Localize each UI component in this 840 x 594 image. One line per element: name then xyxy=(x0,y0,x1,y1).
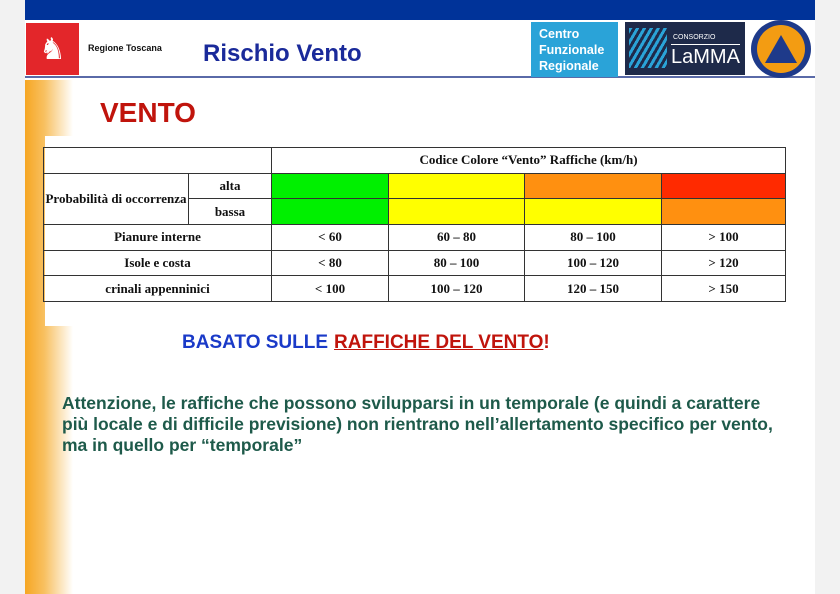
cell: < 100 xyxy=(271,275,389,303)
cell: > 100 xyxy=(661,224,786,251)
color-cell xyxy=(524,198,662,226)
table-header: Codice Colore “Vento” Raffiche (km/h) xyxy=(271,147,786,174)
prob-label: Probabilità di occorrenza xyxy=(43,172,189,226)
color-cell xyxy=(661,198,786,226)
lamma-stripes-icon xyxy=(629,28,667,68)
regione-toscana-logo: ♞ xyxy=(26,23,79,75)
table-header-row: Codice Colore “Vento” Raffiche (km/h) xyxy=(43,147,786,174)
table-row: Isole e costa < 80 80 – 100 100 – 120 > 120 xyxy=(43,249,786,277)
cell: < 60 xyxy=(271,224,389,251)
basis-blue: BASATO SULLE xyxy=(182,332,329,353)
cfr-line: Centro xyxy=(539,27,580,41)
color-cell xyxy=(271,198,389,226)
alta-label: alta xyxy=(188,172,272,200)
table-row: crinali appenninici < 100 100 – 120 120 – 1… xyxy=(43,275,786,303)
basis-red: RAFFICHE DEL VENTO xyxy=(334,332,544,353)
color-cell xyxy=(661,172,786,200)
section-title: VENTO xyxy=(100,97,196,128)
cell: 120 – 150 xyxy=(524,275,662,303)
cfr-logo: Centro Funzionale Regionale xyxy=(531,22,618,77)
cell: 100 – 120 xyxy=(388,275,525,303)
cell: 100 – 120 xyxy=(524,249,662,277)
page-title: Rischio Vento xyxy=(203,40,362,67)
row-label: Isole e costa xyxy=(43,249,272,277)
org-label: Regione Toscana xyxy=(88,43,162,53)
header: ♞ Regione Toscana Rischio Vento Centro F… xyxy=(25,20,815,78)
color-cell xyxy=(388,198,525,226)
warning-note: Attenzione, le raffiche che possono svil… xyxy=(62,393,773,455)
bassa-label: bassa xyxy=(188,198,272,226)
color-cell xyxy=(524,172,662,200)
top-bar xyxy=(25,0,815,20)
cell: 80 – 100 xyxy=(524,224,662,251)
lamma-logo: CONSORZIO LaMMA xyxy=(625,22,745,75)
row-label: crinali appenninici xyxy=(43,275,272,303)
cell: < 80 xyxy=(271,249,389,277)
basis-statement: BASATO SULLE RAFFICHE DEL VENTO! xyxy=(182,332,550,354)
lamma-small-text: CONSORZIO xyxy=(673,34,716,41)
cell: 60 – 80 xyxy=(388,224,525,251)
cell: > 120 xyxy=(661,249,786,277)
cell: > 150 xyxy=(661,275,786,303)
cfr-line: Funzionale xyxy=(539,43,605,57)
cell: 80 – 100 xyxy=(388,249,525,277)
protezione-civile-logo xyxy=(751,20,811,78)
row-label: Pianure interne xyxy=(43,224,272,251)
color-cell xyxy=(271,172,389,200)
wind-color-table: Codice Colore “Vento” Raffiche (km/h) Pr… xyxy=(43,147,786,303)
basis-excl: ! xyxy=(543,332,550,353)
triangle-icon xyxy=(765,35,797,63)
color-cell xyxy=(388,172,525,200)
lamma-text: LaMMA xyxy=(671,44,740,68)
cfr-line: Regionale xyxy=(539,59,599,73)
table-row: Pianure interne < 60 60 – 80 80 – 100 > 100 xyxy=(43,224,786,251)
prob-row-alta: Probabilità di occorrenza alta xyxy=(43,172,786,226)
